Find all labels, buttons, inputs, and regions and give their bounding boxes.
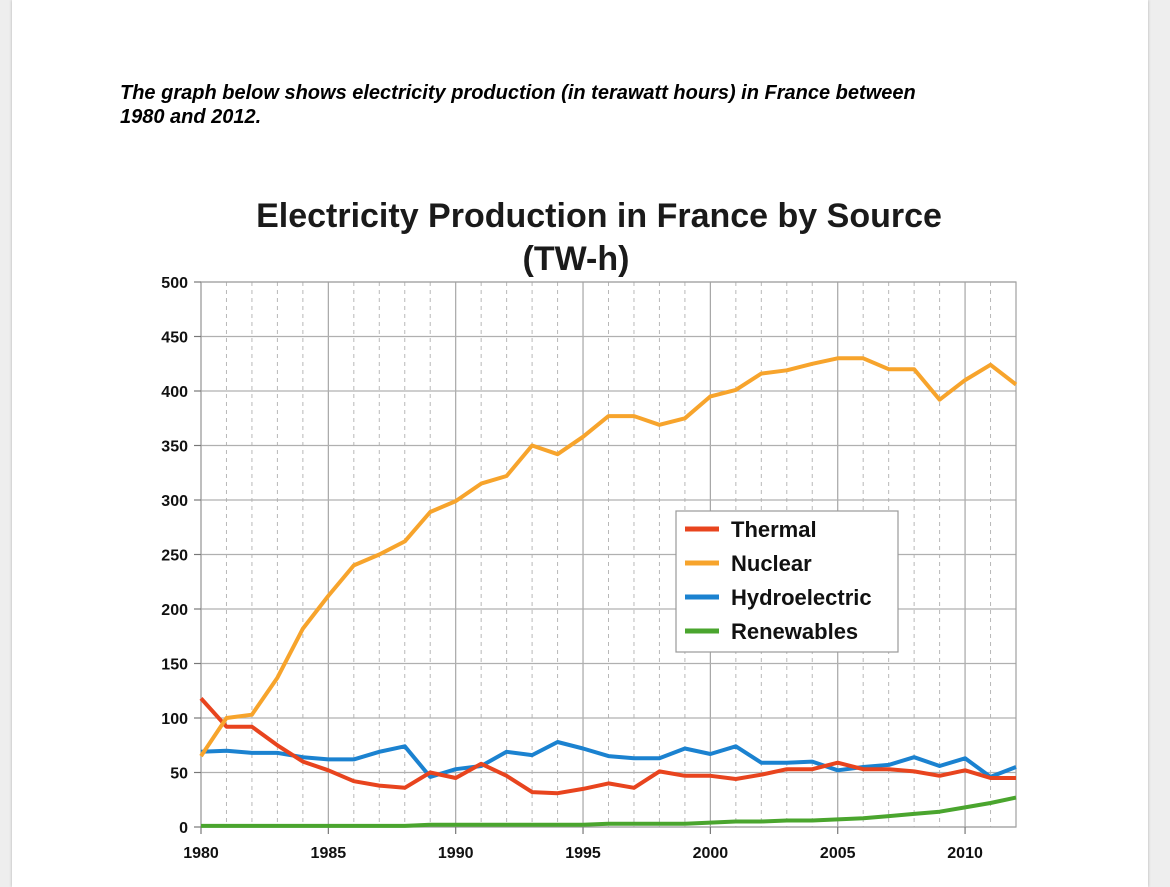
series-line-thermal <box>199 697 1016 796</box>
x-tick-label: 1995 <box>565 845 601 862</box>
y-tick-label: 500 <box>161 275 188 292</box>
series-line-hydroelectric <box>200 740 1017 779</box>
legend-label-nuclear: Nuclear <box>731 551 812 576</box>
chart-title-line-2: (TW-h) <box>523 240 630 278</box>
series-lines <box>199 356 1018 828</box>
y-tick-label: 300 <box>161 493 188 510</box>
x-tick-label: 2000 <box>693 845 729 862</box>
series-line-renewables <box>201 795 1017 828</box>
legend-label-renewables: Renewables <box>731 619 858 644</box>
x-tick-label: 1985 <box>311 845 347 862</box>
task-prompt: The graph below shows electricity produc… <box>120 81 1000 129</box>
y-tick-label: 200 <box>161 602 188 619</box>
y-tick-label: 250 <box>161 548 188 565</box>
x-tick-label: 2010 <box>947 845 983 862</box>
y-tick-label: 400 <box>161 384 188 401</box>
y-tick-label: 0 <box>179 820 188 837</box>
y-tick-label: 350 <box>161 439 188 456</box>
legend-label-thermal: Thermal <box>731 517 817 542</box>
y-tick-label: 50 <box>170 766 188 783</box>
series-line-nuclear <box>199 356 1018 758</box>
prompt-line-2: 1980 and 2012. <box>120 106 262 128</box>
y-tick-label: 100 <box>161 711 188 728</box>
y-tick-label: 150 <box>161 657 188 674</box>
legend-label-hydroelectric: Hydroelectric <box>731 585 872 610</box>
y-tick-label: 450 <box>161 330 188 347</box>
prompt-line-1: The graph below shows electricity produc… <box>120 82 916 104</box>
x-tick-label: 1980 <box>183 845 219 862</box>
x-tick-label: 1990 <box>438 845 474 862</box>
axes: 0 50 100 150 200 250 300 350 400 450 500 1980 1985 19… <box>161 275 983 862</box>
legend: Thermal Nuclear Hydroelectric Renewables <box>675 510 899 653</box>
x-tick-label: 2005 <box>820 845 856 862</box>
chart-title-line-1: Electricity Production in France by Sour… <box>256 197 942 235</box>
